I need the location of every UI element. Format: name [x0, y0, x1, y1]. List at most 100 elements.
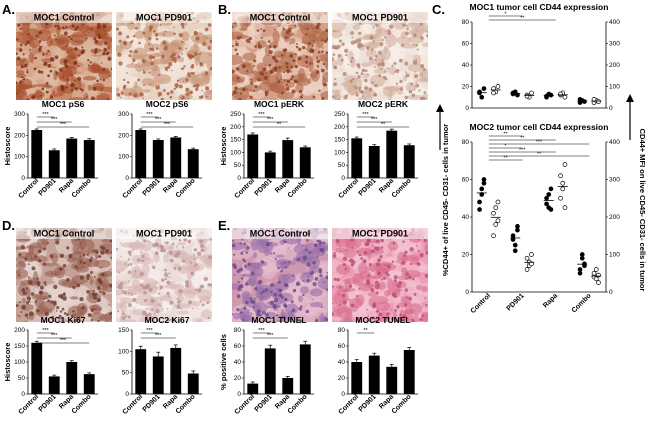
- chart-title: MOC2 Ki67: [145, 315, 190, 325]
- data-point-control: [481, 177, 487, 182]
- x-tick-label-combo: Combo: [71, 393, 93, 415]
- bar-control: [31, 130, 43, 178]
- x-tick-label-combo: Combo: [287, 393, 309, 415]
- bar-pd901: [152, 356, 164, 394]
- y-tick-label: 40: [234, 359, 242, 366]
- y-tick-label: 80: [462, 139, 470, 146]
- chart-title: MOC1 TUNEL: [251, 315, 306, 325]
- data-point-control: [479, 186, 485, 192]
- bar-pd901: [264, 348, 276, 394]
- bar-rapa: [66, 138, 78, 178]
- data-point-rapa: [544, 93, 549, 99]
- data-point-rapa: [560, 180, 566, 186]
- bar-combo: [299, 147, 311, 178]
- bar-pd901: [48, 150, 60, 178]
- data-point-combo: [596, 272, 601, 278]
- y-tick-label: 0: [465, 289, 469, 296]
- y-tick-right-label: 100: [609, 84, 620, 91]
- y-tick-label: 0: [237, 391, 241, 398]
- x-tick-label-pd901: PD901: [142, 177, 162, 197]
- data-point-control: [495, 218, 501, 224]
- micrograph-d-right: MOC1 PD901: [116, 228, 212, 322]
- y-tick-label: 150: [230, 137, 241, 144]
- y-axis-label-right: CD44+ MFI on live CD45- CD31- cells in t…: [638, 129, 647, 292]
- bar-combo: [83, 140, 95, 178]
- y-tick-label: 0: [341, 175, 345, 182]
- y-tick-label: 300: [14, 111, 25, 118]
- y-tick-right-label: 0: [609, 105, 613, 112]
- data-point-rapa: [560, 186, 566, 192]
- y-tick-label: 20: [338, 375, 346, 382]
- y-tick-right-label: 200: [609, 214, 620, 221]
- bar-combo: [83, 374, 95, 394]
- y-tick-label: 100: [14, 359, 25, 366]
- significance-label: *: [504, 143, 507, 149]
- data-point-pd901: [529, 90, 534, 96]
- y-tick-label: 20: [234, 375, 242, 382]
- x-tick-label-pd901: PD901: [358, 393, 378, 413]
- panel-label-d: D.: [2, 218, 15, 233]
- significance-label: *: [504, 11, 507, 17]
- x-tick-label-combo: Combo: [287, 177, 309, 199]
- data-point-combo: [596, 99, 601, 104]
- chart-title: MOC2 tumor cell CD44 expression: [470, 122, 609, 132]
- significance-label: **: [381, 122, 386, 128]
- y-tick-label: 0: [125, 391, 129, 398]
- bar-control: [351, 138, 363, 178]
- significance-label: **: [277, 122, 282, 128]
- data-point-pd901: [529, 261, 534, 267]
- micrograph-e-right: MOC1 PD901: [332, 228, 428, 322]
- chart-title: MOC2 pERK: [358, 99, 409, 109]
- bar-pd901: [368, 146, 380, 178]
- data-point-control: [495, 199, 501, 205]
- data-point-combo: [596, 280, 601, 285]
- y-tick-label: 50: [234, 162, 242, 169]
- data-point-control: [491, 210, 496, 216]
- significance-label: ***: [267, 117, 274, 123]
- chart-title: MOC1 Ki67: [41, 315, 86, 325]
- panel-label-a: A.: [2, 2, 15, 17]
- data-point-rapa: [558, 173, 563, 179]
- x-tick-label-combo: Combo: [175, 177, 197, 199]
- data-point-combo: [577, 267, 583, 272]
- data-point-rapa: [548, 186, 554, 192]
- significance-label: ***: [258, 112, 265, 118]
- significance-label: **: [520, 135, 525, 141]
- x-tick-label-pd901: PD901: [38, 177, 58, 197]
- data-point-combo: [593, 267, 599, 272]
- y-tick-label: 200: [14, 132, 25, 139]
- panel-label-e: E.: [218, 218, 230, 233]
- data-point-control: [477, 207, 482, 212]
- y-tick-label: 80: [338, 327, 346, 334]
- significance-label: ***: [155, 117, 162, 123]
- y-tick-right-label: 400: [609, 139, 620, 146]
- data-point-pd901: [524, 255, 530, 261]
- data-point-combo: [593, 276, 599, 282]
- micrograph-a-right: MOC1 PD901: [116, 12, 212, 100]
- y-tick-label: 150: [118, 327, 129, 334]
- significance-label: ***: [60, 338, 67, 344]
- chart-title: MOC2 TUNEL: [355, 315, 410, 325]
- data-point-rapa: [558, 91, 563, 97]
- y-tick-label: 150: [14, 343, 25, 350]
- significance-label: ***: [258, 328, 265, 334]
- micrograph-title: MOC1 Control: [250, 229, 311, 239]
- y-tick-label: 100: [118, 348, 129, 355]
- x-tick-label-control: Control: [470, 292, 493, 315]
- data-point-rapa: [558, 195, 563, 201]
- data-point-rapa: [548, 207, 554, 212]
- significance-label: ***: [267, 333, 274, 339]
- chart-title: MOC1 pS6: [42, 99, 85, 109]
- y-axis-label-left: %CD44+ of live CD45- CD31- cells in tumo…: [441, 124, 450, 276]
- bar-combo: [187, 373, 199, 394]
- y-tick-label: 60: [462, 177, 470, 184]
- y-tick-right-label: 100: [609, 252, 620, 259]
- y-tick-label: 200: [334, 124, 345, 131]
- y-tick-label: 40: [462, 62, 470, 69]
- scatter-chart-moc2-cd44: MOC2 tumor cell CD44 expression 0 20 40 60 80…: [462, 122, 620, 315]
- scatter-chart-moc1-cd44: MOC1 tumor cell CD44 expression 0 20 40 60 80…: [462, 2, 620, 112]
- data-point-rapa: [562, 205, 568, 210]
